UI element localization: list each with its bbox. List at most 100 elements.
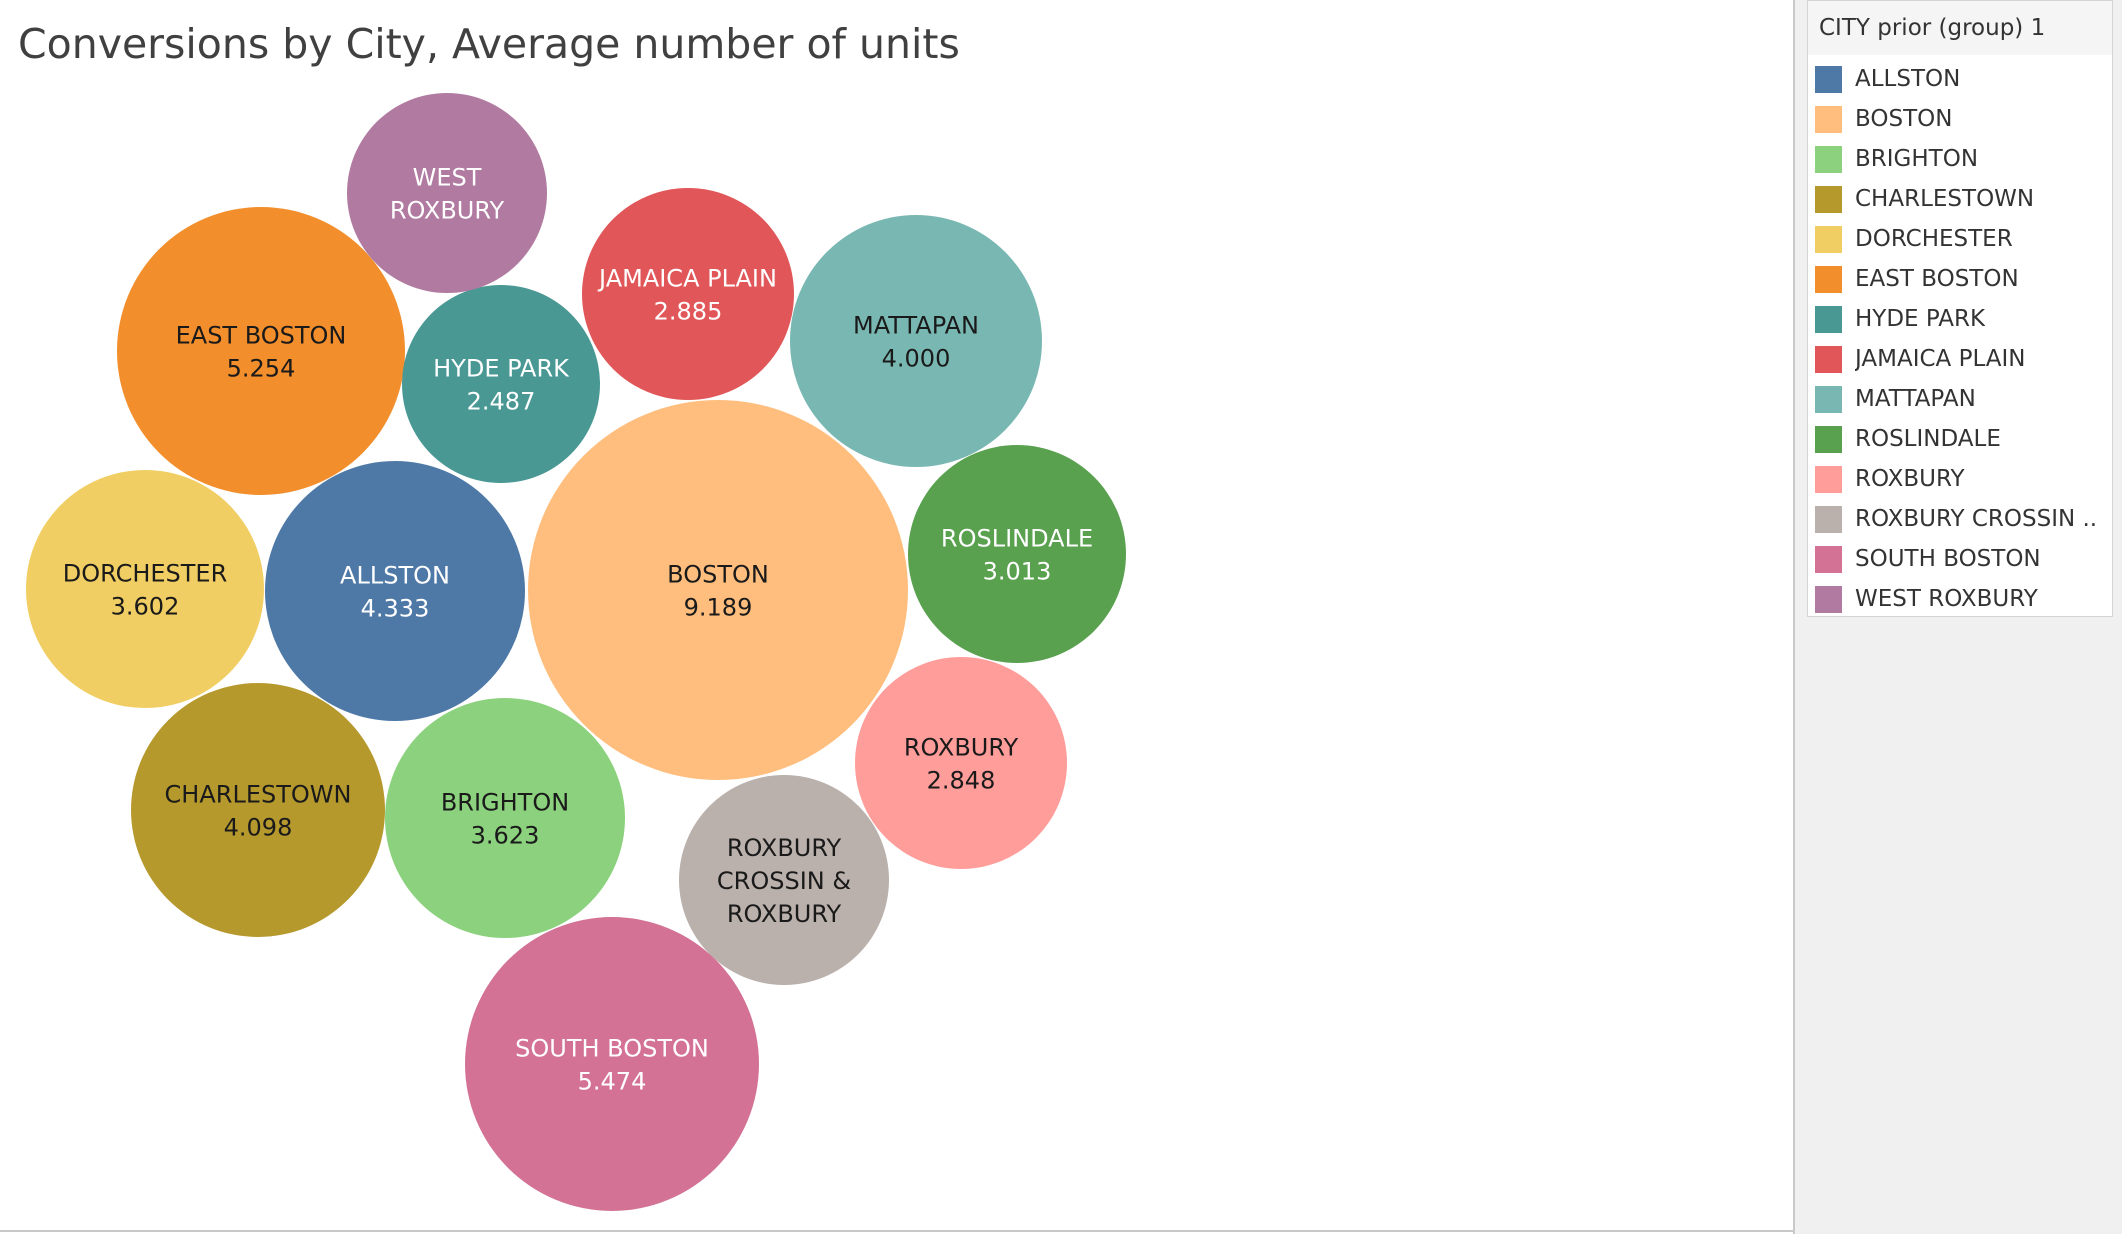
bubble-value-label: 2.487: [467, 388, 536, 416]
legend-swatch: [1815, 345, 1842, 373]
chart-title: Conversions by City, Average number of u…: [18, 20, 960, 68]
bubble-name-label: HYDE PARK: [433, 355, 570, 383]
panel-divider[interactable]: [1793, 0, 1795, 1234]
bubble-name-label: ALLSTON: [340, 562, 450, 590]
legend-item-charlestown[interactable]: CHARLESTOWN: [1808, 179, 2112, 219]
legend-label: HYDE PARK: [1855, 306, 1986, 332]
legend-swatch: [1815, 585, 1842, 613]
bubble-allston[interactable]: ALLSTON 4.333: [265, 461, 525, 721]
legend-item-jamaica-plain[interactable]: JAMAICA PLAIN: [1808, 339, 2112, 379]
bubble-dorchester[interactable]: DORCHESTER 3.602: [26, 470, 264, 708]
bubble-mark[interactable]: [465, 917, 759, 1211]
bubble-mark[interactable]: [402, 285, 600, 483]
legend-label: ROXBURY CROSSIN ..: [1855, 506, 2098, 532]
bubble-mark[interactable]: [790, 215, 1042, 467]
legend-item-roxbury[interactable]: ROXBURY: [1808, 459, 2112, 499]
legend-label: MATTAPAN: [1855, 386, 1976, 412]
bubble-name-label: MATTAPAN: [853, 312, 979, 340]
legend-item-dorchester[interactable]: DORCHESTER: [1808, 219, 2112, 259]
bubble-name-label: WEST: [413, 164, 482, 192]
legend-swatch: [1815, 385, 1842, 413]
legend-item-hyde-park[interactable]: HYDE PARK: [1808, 299, 2112, 339]
color-legend: CITY prior (group) 1 ALLSTON BOSTON BRIGHT…: [1807, 0, 2113, 617]
bubble-value-label: 3.602: [111, 593, 180, 621]
chart-area: Conversions by City, Average number of u…: [0, 20, 1793, 1232]
legend-swatch: [1815, 545, 1842, 573]
bubble-mark[interactable]: [385, 698, 625, 938]
bubble-west-roxbury[interactable]: WEST ROXBURY: [347, 93, 547, 293]
bubble-name-label: BRIGHTON: [441, 789, 569, 817]
legend-swatch: [1815, 185, 1842, 213]
legend-swatch: [1815, 145, 1842, 173]
legend-item-allston[interactable]: ALLSTON: [1808, 59, 2112, 99]
bubble-name-label: ROXBURY: [727, 900, 842, 928]
legend-label: SOUTH BOSTON: [1855, 546, 2041, 572]
legend-label: CHARLESTOWN: [1855, 186, 2035, 212]
legend-label: EAST BOSTON: [1855, 266, 2019, 292]
legend-swatch: [1815, 65, 1842, 93]
legend-swatch: [1815, 265, 1842, 293]
bubble-east-boston[interactable]: EAST BOSTON 5.254: [117, 207, 405, 495]
bubble-roxbury[interactable]: ROXBURY 2.848: [855, 657, 1067, 869]
bubble-jamaica-plain[interactable]: JAMAICA PLAIN 2.885: [582, 188, 794, 400]
bubble-value-label: 2.848: [927, 767, 996, 795]
bubble-value-label: 4.000: [882, 345, 951, 373]
bubble-boston[interactable]: BOSTON 9.189: [528, 400, 908, 780]
bubble-mark[interactable]: [582, 188, 794, 400]
legend-item-mattapan[interactable]: MATTAPAN: [1808, 379, 2112, 419]
bubble-mark[interactable]: [855, 657, 1067, 869]
bubble-name-label: CHARLESTOWN: [165, 781, 352, 809]
legend-label: ALLSTON: [1855, 66, 1961, 92]
legend-label: JAMAICA PLAIN: [1855, 346, 2026, 372]
legend-item-south-boston[interactable]: SOUTH BOSTON: [1808, 539, 2112, 579]
bubble-name-label: ROXBURY: [904, 734, 1019, 762]
bubble-value-label: 3.013: [983, 558, 1052, 586]
bubble-value-label: 4.333: [361, 595, 430, 623]
bubble-mark[interactable]: [265, 461, 525, 721]
bubble-name-label: ROSLINDALE: [941, 525, 1093, 553]
bubble-name-label: ROXBURY: [727, 834, 842, 862]
bubble-name-label: CROSSIN &: [717, 867, 851, 895]
legend-swatch: [1815, 305, 1842, 333]
legend-item-boston[interactable]: BOSTON: [1808, 99, 2112, 139]
bubble-value-label: 2.885: [654, 298, 723, 326]
bubble-name-label: SOUTH BOSTON: [515, 1035, 709, 1063]
legend-swatch: [1815, 505, 1842, 533]
bubble-roxbury-crossin-roxbury[interactable]: ROXBURY CROSSIN & ROXBURY: [679, 775, 889, 985]
legend-label: BOSTON: [1855, 106, 1953, 132]
legend-title: CITY prior (group) 1: [1808, 1, 2112, 55]
legend-item-roxbury-crossin[interactable]: ROXBURY CROSSIN ..: [1808, 499, 2112, 539]
bubble-value-label: 3.623: [471, 822, 540, 850]
bubble-name-label: EAST BOSTON: [176, 322, 347, 350]
bubble-name-label: ROXBURY: [390, 197, 505, 225]
legend-swatch: [1815, 465, 1842, 493]
bubble-mark[interactable]: [679, 775, 889, 985]
bubble-value-label: 4.098: [224, 814, 293, 842]
legend-item-west-roxbury[interactable]: WEST ROXBURY: [1808, 579, 2112, 619]
bubble-mark[interactable]: [117, 207, 405, 495]
bubble-name-label: DORCHESTER: [63, 560, 228, 588]
legend-item-roslindale[interactable]: ROSLINDALE: [1808, 419, 2112, 459]
legend-item-east-boston[interactable]: EAST BOSTON: [1808, 259, 2112, 299]
bubble-brighton[interactable]: BRIGHTON 3.623: [385, 698, 625, 938]
bubble-mark[interactable]: [347, 93, 547, 293]
legend-swatch: [1815, 105, 1842, 133]
legend-label: ROXBURY: [1855, 466, 1965, 492]
bubble-mark[interactable]: [131, 683, 385, 937]
bottom-rule: [0, 1230, 1793, 1232]
bubble-value-label: 9.189: [684, 594, 753, 622]
bubble-hyde-park[interactable]: HYDE PARK 2.487: [402, 285, 600, 483]
bubble-charlestown[interactable]: CHARLESTOWN 4.098: [131, 683, 385, 937]
bubble-mark[interactable]: [528, 400, 908, 780]
bubble-roslindale[interactable]: ROSLINDALE 3.013: [908, 445, 1126, 663]
legend-swatch: [1815, 225, 1842, 253]
bubble-mattapan[interactable]: MATTAPAN 4.000: [790, 215, 1042, 467]
bubble-mark[interactable]: [908, 445, 1126, 663]
legend-label: DORCHESTER: [1855, 226, 2013, 252]
legend-items: ALLSTON BOSTON BRIGHTON CHARLESTOWN DORCHEST…: [1808, 55, 2112, 619]
bubble-south-boston[interactable]: SOUTH BOSTON 5.474: [465, 917, 759, 1211]
bubble-mark[interactable]: [26, 470, 264, 708]
legend-label: WEST ROXBURY: [1855, 586, 2038, 612]
bubble-chart: ALLSTON 4.333 BOSTON 9.189 BRIGHTON 3.623 CHAR…: [26, 93, 1126, 1211]
legend-item-brighton[interactable]: BRIGHTON: [1808, 139, 2112, 179]
